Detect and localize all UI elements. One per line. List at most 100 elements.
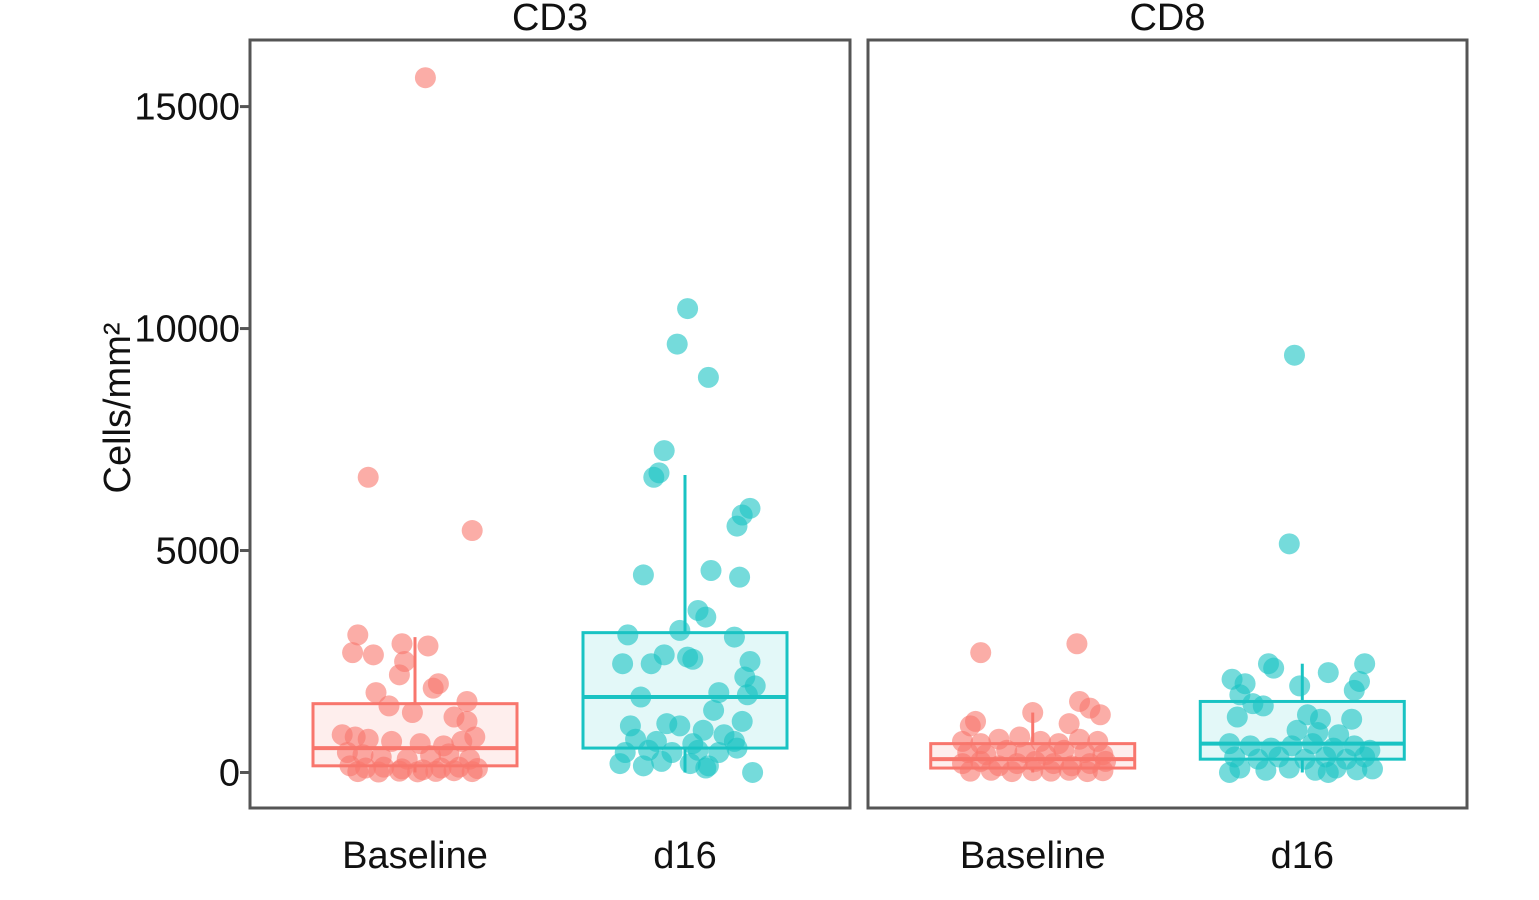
data-point xyxy=(1346,759,1368,781)
data-point xyxy=(1001,761,1023,783)
data-point xyxy=(401,702,423,724)
data-point xyxy=(648,462,670,484)
data-point xyxy=(456,710,478,732)
data-point xyxy=(1252,695,1274,717)
data-point xyxy=(736,684,758,706)
data-point xyxy=(1022,760,1044,782)
data-point xyxy=(669,715,691,737)
data-point xyxy=(1092,760,1114,782)
data-point xyxy=(388,760,410,782)
x-tick-label: d16 xyxy=(653,835,716,877)
data-point xyxy=(1022,702,1044,724)
y-axis: 0 5000 10000 15000 xyxy=(134,87,250,794)
data-point xyxy=(980,759,1002,781)
data-point xyxy=(609,753,631,775)
data-point xyxy=(347,624,369,646)
data-point xyxy=(443,760,465,782)
data-point xyxy=(612,653,634,675)
data-point xyxy=(731,710,753,732)
data-point xyxy=(1089,704,1111,726)
x-tick-label: Baseline xyxy=(960,835,1106,877)
data-point xyxy=(651,750,673,772)
data-point xyxy=(407,761,429,783)
data-point xyxy=(378,695,400,717)
panel-frame xyxy=(866,38,1469,810)
panels-layer: CD3 Baseline d16 CD8 Baseline d16 xyxy=(248,0,1469,877)
y-axis-label: Cells/mm² xyxy=(97,323,139,494)
data-point xyxy=(695,606,717,628)
x-tick-label: Baseline xyxy=(342,835,488,877)
data-point xyxy=(1302,733,1324,755)
data-point xyxy=(1040,760,1062,782)
data-point xyxy=(726,515,748,537)
group-baseline: Baseline xyxy=(929,633,1137,877)
data-point xyxy=(632,755,654,777)
data-point xyxy=(464,726,486,748)
data-point xyxy=(666,333,688,355)
data-point xyxy=(461,761,483,783)
data-point xyxy=(1058,713,1080,735)
data-point xyxy=(1263,657,1285,679)
data-point xyxy=(417,635,439,657)
data-point xyxy=(1278,533,1300,555)
x-tick-label: d16 xyxy=(1271,835,1334,877)
data-point xyxy=(682,648,704,670)
data-point xyxy=(1058,759,1080,781)
y-tick-label: 5000 xyxy=(155,531,240,573)
data-point xyxy=(414,67,436,89)
data-point xyxy=(1283,344,1305,366)
data-point xyxy=(1226,706,1248,728)
data-point xyxy=(669,619,691,641)
group-baseline: Baseline xyxy=(311,67,519,877)
data-point xyxy=(381,730,403,752)
data-point xyxy=(1343,679,1365,701)
data-point xyxy=(1066,633,1088,655)
data-point xyxy=(959,760,981,782)
data-point xyxy=(703,699,725,721)
data-point xyxy=(653,440,675,462)
data-point xyxy=(742,761,764,783)
data-point xyxy=(1278,757,1300,779)
data-point xyxy=(456,690,478,712)
group-d16: d16 xyxy=(1198,344,1406,877)
data-point xyxy=(342,642,364,664)
data-point xyxy=(1361,758,1383,780)
data-point xyxy=(1341,708,1363,730)
data-point xyxy=(388,664,410,686)
data-point xyxy=(425,760,447,782)
data-point xyxy=(1076,761,1098,783)
data-point xyxy=(368,761,390,783)
data-point xyxy=(1317,761,1339,783)
data-point xyxy=(708,682,730,704)
y-tick-label: 0 xyxy=(219,752,240,794)
data-point xyxy=(347,761,369,783)
data-point xyxy=(677,298,699,320)
data-point xyxy=(357,466,379,488)
data-point xyxy=(617,624,639,646)
data-point xyxy=(1218,761,1240,783)
data-point xyxy=(970,642,992,664)
data-point xyxy=(362,644,384,666)
y-tick-label: 10000 xyxy=(134,309,240,351)
panel-title: CD8 xyxy=(1129,0,1205,39)
panel-cd3: CD3 Baseline d16 xyxy=(248,0,852,877)
data-point xyxy=(461,520,483,542)
panel-cd8: CD8 Baseline d16 xyxy=(866,0,1469,877)
data-point xyxy=(391,633,413,655)
data-point xyxy=(365,682,387,704)
data-point xyxy=(695,757,717,779)
data-point xyxy=(959,715,981,737)
data-point xyxy=(632,564,654,586)
data-point xyxy=(1255,759,1277,781)
y-tick-label: 15000 xyxy=(134,87,240,129)
data-point xyxy=(700,559,722,581)
data-point xyxy=(726,737,748,759)
group-d16: d16 xyxy=(581,298,789,877)
data-point xyxy=(1354,653,1376,675)
panel-title: CD3 xyxy=(512,0,588,39)
data-point xyxy=(723,626,745,648)
data-point xyxy=(1289,675,1311,697)
data-point xyxy=(697,366,719,388)
data-point xyxy=(729,566,751,588)
